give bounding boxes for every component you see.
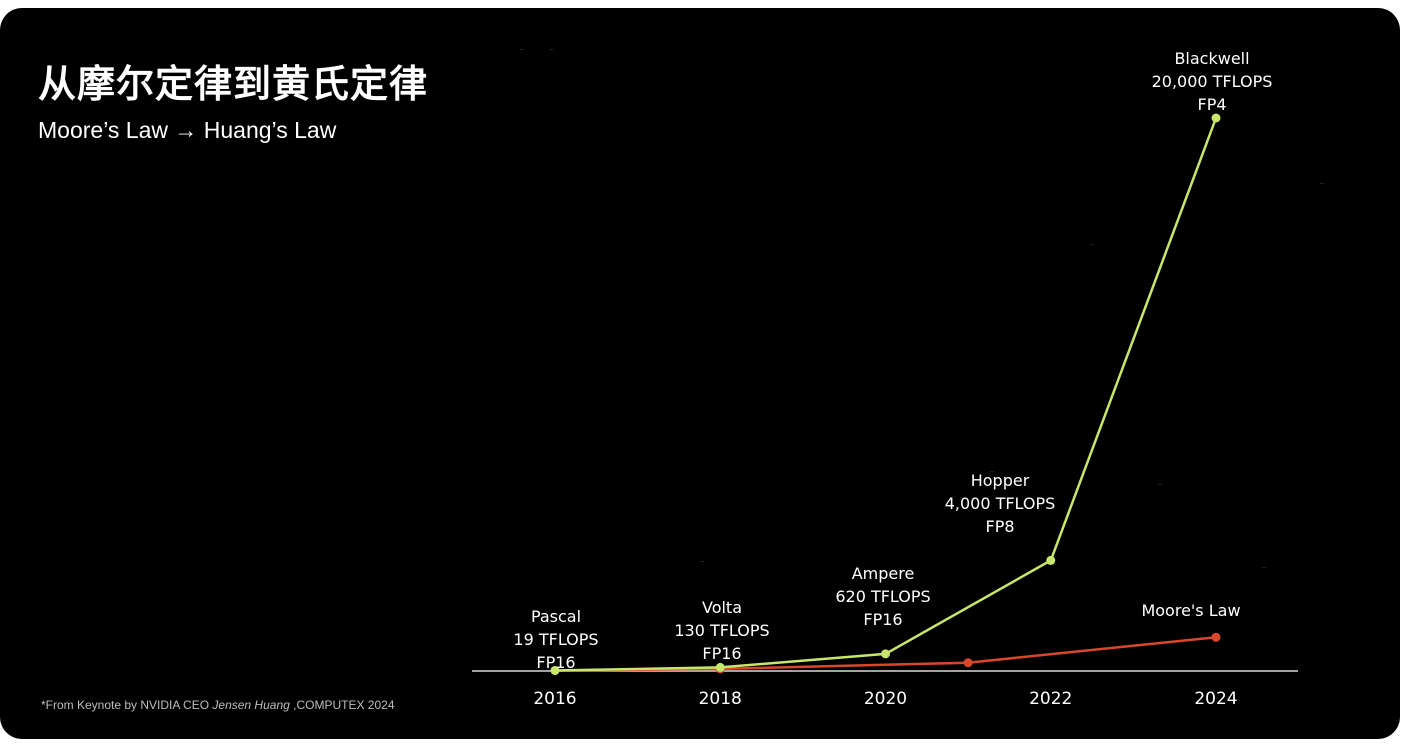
moores-law-point-2024 — [1211, 632, 1221, 642]
gpu-performance-point-2016 — [550, 665, 560, 675]
point-label-2018-line-1: Volta — [702, 598, 742, 617]
point-label-2018-line-2: 130 TFLOPS — [674, 621, 769, 640]
background-speck-2 — [1320, 183, 1324, 184]
x-tick-label-2020: 2020 — [864, 689, 907, 709]
performance-line-chart: 2016 2018 2020 2022 2024 Pascal 19 TFLOPS FP16 V… — [472, 49, 1324, 709]
x-tick-label-2024: 2024 — [1194, 689, 1237, 709]
moores-law-series-label: Moore's Law — [1141, 601, 1240, 620]
point-label-2020-line-1: Ampere — [852, 564, 915, 583]
moores-law-point-2021 — [963, 658, 973, 668]
point-label-2018-line-3: FP16 — [702, 644, 741, 663]
point-label-2022-line-2: 4,000 TFLOPS — [945, 494, 1056, 513]
slide-subtitle: Moore’s Law → Huang’s Law — [38, 117, 337, 143]
gpu-performance-point-2020 — [881, 649, 890, 659]
background-speck-6 — [1262, 567, 1266, 568]
slide-title: 从摩尔定律到黄氏定律 — [38, 61, 429, 106]
x-tick-label-2018: 2018 — [699, 689, 742, 709]
gpu-performance-point-2022 — [1046, 555, 1056, 565]
footnote-speaker: Jensen Huang — [212, 698, 290, 712]
footnote-prefix: *From Keynote by NVIDIA CEO — [41, 698, 213, 712]
point-label-2022-line-1: Hopper — [971, 471, 1030, 490]
background-speck-1 — [549, 49, 553, 50]
gpu-performance-point-2024 — [1211, 113, 1221, 123]
point-label-2024-line-1: Blackwell — [1174, 49, 1249, 68]
background-speck-3 — [1090, 244, 1094, 245]
point-label-2016-line-1: Pascal — [531, 607, 581, 626]
x-tick-label-2016: 2016 — [533, 689, 576, 709]
point-label-2016-line-3: FP16 — [536, 653, 575, 672]
slide: 从摩尔定律到黄氏定律 Moore’s Law → Huang’s Law 201… — [0, 8, 1400, 739]
gpu-performance-point-2018 — [715, 662, 725, 672]
point-label-2020-line-2: 620 TFLOPS — [835, 587, 930, 606]
point-label-2016-line-2: 19 TFLOPS — [513, 630, 598, 649]
background-speck-4 — [990, 471, 994, 472]
background-speck-7 — [700, 561, 704, 562]
point-label-2020-line-3: FP16 — [863, 610, 902, 629]
background-speck-5 — [1158, 484, 1162, 485]
point-label-2022-line-3: FP8 — [985, 517, 1014, 536]
point-label-2024-line-3: FP4 — [1197, 95, 1226, 114]
source-footnote: *From Keynote by NVIDIA CEO Jensen Huang… — [41, 698, 395, 712]
background-speck-0 — [520, 49, 524, 50]
point-label-2024-line-2: 20,000 TFLOPS — [1152, 72, 1273, 91]
footnote-suffix: ,COMPUTEX 2024 — [289, 698, 395, 712]
x-tick-label-2022: 2022 — [1029, 689, 1072, 709]
